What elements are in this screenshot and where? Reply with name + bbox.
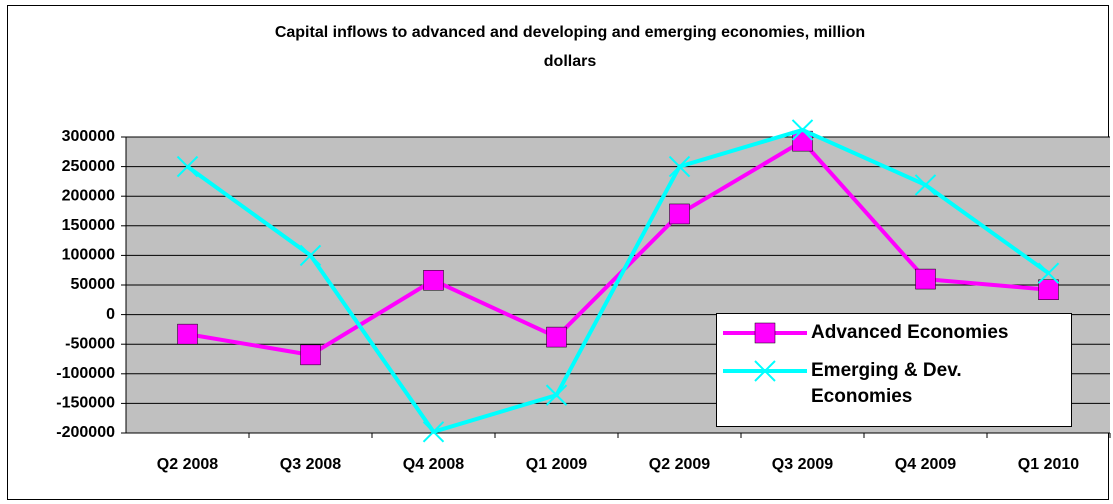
marker	[299, 244, 322, 267]
marker	[1038, 279, 1059, 300]
legend-entry: Advanced Economies	[717, 320, 1071, 346]
y-tick-label: -100000	[56, 365, 115, 382]
marker	[669, 203, 690, 225]
x-tick-label: Q2 2009	[649, 456, 710, 473]
legend-label: Emerging & Dev. Economies	[811, 360, 962, 407]
x-tick-label: Q4 2008	[403, 456, 464, 473]
x-tick-label: Q4 2009	[895, 456, 956, 473]
series-line	[187, 139, 1049, 357]
marker	[914, 174, 937, 196]
y-tick-label: 300000	[62, 128, 115, 145]
legend-entry: Emerging & Dev. Economies	[717, 358, 1071, 410]
y-tick-label: -150000	[56, 395, 115, 412]
marker	[754, 322, 776, 344]
x-tick-label: Q1 2009	[526, 456, 587, 473]
legend-label: Advanced Economies	[811, 322, 1009, 343]
x-tick-label: Q3 2009	[772, 456, 833, 473]
chart-title: Capital inflows to advanced and developi…	[275, 24, 865, 70]
legend-swatch	[723, 322, 807, 344]
y-tick-label: 50000	[71, 276, 116, 293]
legend: Advanced Economies Emerging & Dev. Econom…	[716, 313, 1072, 427]
x-tick-label: Q3 2008	[280, 456, 341, 473]
marker	[915, 268, 936, 290]
marker	[546, 326, 567, 348]
marker	[423, 270, 444, 291]
y-tick-label: -50000	[65, 335, 115, 352]
series-line	[186, 127, 1050, 434]
y-tick-label: 100000	[62, 247, 115, 264]
y-tick-label: 250000	[62, 158, 115, 175]
marker	[300, 344, 321, 366]
y-tick-label: 200000	[62, 187, 115, 204]
marker	[791, 119, 814, 141]
marker	[1037, 262, 1060, 284]
marker	[176, 155, 199, 178]
marker	[754, 360, 776, 382]
y-tick-label: 150000	[62, 217, 115, 234]
marker	[668, 155, 691, 178]
marker	[422, 421, 445, 443]
marker	[545, 384, 568, 406]
y-tick-label: -200000	[56, 424, 115, 441]
y-tick-label: 0	[106, 306, 115, 323]
x-tick-label: Q1 2010	[1018, 456, 1079, 473]
legend-swatch	[723, 360, 807, 382]
x-tick-label: Q2 2008	[157, 456, 218, 473]
marker	[177, 323, 198, 345]
